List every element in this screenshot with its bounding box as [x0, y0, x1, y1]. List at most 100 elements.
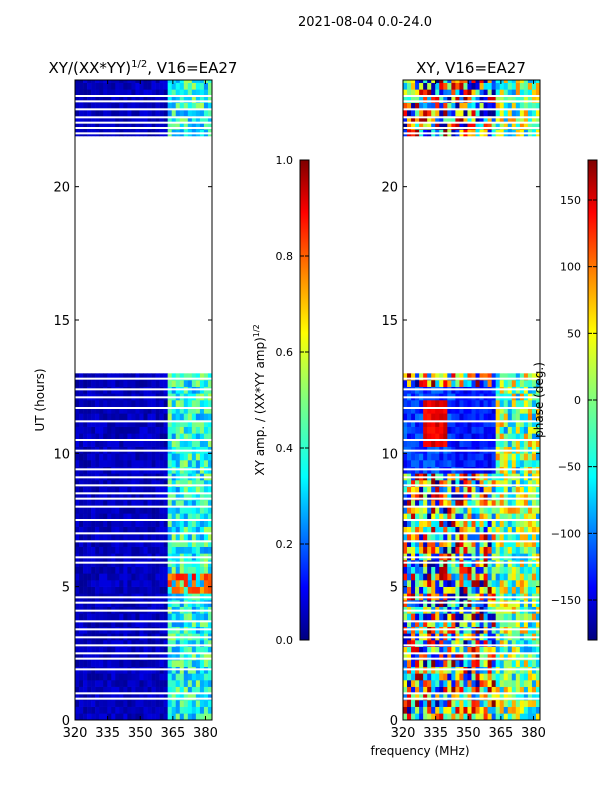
heatmap-cell — [451, 620, 456, 627]
heatmap-cell — [427, 660, 432, 667]
heatmap-cell — [403, 486, 408, 494]
heatmap-cell — [479, 109, 484, 117]
heatmap-cell — [491, 580, 496, 587]
heatmap-cell — [415, 506, 420, 514]
heatmap-cell — [79, 573, 84, 581]
heatmap-cell — [115, 620, 120, 627]
heatmap-cell — [91, 80, 96, 83]
flagged-row — [75, 505, 212, 508]
heatmap-cell — [475, 433, 480, 441]
heatmap-cell — [515, 573, 521, 581]
heatmap-cell — [179, 673, 185, 681]
heatmap-cell — [511, 533, 517, 541]
heatmap-cell — [159, 406, 164, 414]
heatmap-cell — [167, 426, 173, 434]
heatmap-cell — [403, 440, 408, 447]
heatmap-cell — [431, 82, 436, 90]
heatmap-cell — [127, 109, 132, 117]
heatmap-cell — [147, 653, 152, 661]
heatmap-cell — [95, 640, 100, 647]
heatmap-cell — [427, 440, 432, 447]
heatmap-cell — [91, 506, 96, 514]
heatmap-cell — [475, 373, 480, 381]
heatmap-cell — [507, 493, 513, 501]
heatmap-cell — [507, 673, 513, 681]
heatmap-cell — [139, 89, 144, 97]
heatmap-cell — [199, 109, 205, 117]
heatmap-cell — [487, 406, 492, 414]
heatmap-cell — [431, 500, 436, 507]
heatmap-cell — [75, 406, 80, 414]
heatmap-cell — [83, 526, 88, 534]
heatmap-cell — [147, 706, 152, 714]
heatmap-cell — [455, 486, 460, 494]
flagged-row — [403, 132, 540, 135]
heatmap-cell — [163, 546, 168, 554]
heatmap-cell — [535, 400, 540, 407]
heatmap-cell — [155, 520, 160, 527]
heatmap-cell — [171, 80, 177, 83]
heatmap-cell — [91, 486, 96, 494]
heatmap-cell — [119, 500, 124, 507]
heatmap-cell — [171, 406, 177, 414]
flagged-row — [403, 388, 540, 391]
heatmap-cell — [171, 660, 177, 667]
heatmap-cell — [515, 686, 521, 694]
heatmap-cell — [443, 486, 448, 494]
heatmap-cell — [479, 673, 484, 681]
heatmap-cell — [411, 116, 416, 123]
heatmap-cell — [407, 540, 412, 547]
heatmap-cell — [439, 653, 444, 661]
heatmap-cell — [123, 96, 128, 103]
heatmap-cell — [531, 526, 537, 534]
heatmap-cell — [435, 613, 440, 621]
heatmap-cell — [447, 520, 452, 527]
heatmap-cell — [79, 460, 84, 467]
heatmap-cell — [523, 89, 529, 97]
heatmap-cell — [407, 440, 412, 447]
heatmap-cell — [511, 420, 517, 427]
heatmap-cell — [171, 573, 177, 581]
heatmap-cell — [199, 540, 205, 547]
heatmap-cell — [427, 640, 432, 647]
heatmap-cell — [435, 373, 440, 381]
heatmap-cell — [431, 116, 436, 123]
heatmap-cell — [203, 620, 209, 627]
heatmap-cell — [507, 580, 513, 587]
heatmap-cell — [119, 109, 124, 117]
heatmap-cell — [507, 586, 513, 594]
heatmap-cell — [183, 620, 189, 627]
heatmap-cell — [179, 413, 185, 421]
heatmap-cell — [103, 453, 108, 461]
heatmap-cell — [123, 420, 128, 427]
heatmap-cell — [463, 80, 468, 83]
heatmap-cell — [439, 526, 444, 534]
heatmap-cell — [455, 640, 460, 647]
heatmap-cell — [75, 413, 80, 421]
heatmap-cell — [99, 440, 104, 447]
heatmap-cell — [151, 373, 156, 381]
heatmap-cell — [187, 700, 193, 707]
heatmap-cell — [503, 613, 509, 621]
heatmap-cell — [115, 640, 120, 647]
heatmap-cell — [203, 540, 209, 547]
heatmap-cell — [131, 546, 136, 554]
heatmap-cell — [207, 540, 212, 547]
heatmap-cell — [455, 700, 460, 707]
heatmap-cell — [419, 540, 424, 547]
heatmap-cell — [415, 526, 420, 534]
heatmap-cell — [119, 380, 124, 387]
heatmap-cell — [191, 373, 197, 381]
heatmap-cell — [171, 109, 177, 117]
flagged-row — [403, 636, 540, 639]
heatmap-cell — [127, 573, 132, 581]
heatmap-cell — [139, 706, 144, 714]
heatmap-cell — [143, 700, 148, 707]
heatmap-cell — [171, 640, 177, 647]
left-colorbar: 0.00.20.40.60.81.0 XY amp. / (XX*YY amp)… — [252, 154, 310, 647]
heatmap-cell — [75, 400, 80, 407]
heatmap-cell — [183, 700, 189, 707]
heatmap-cell — [127, 122, 132, 130]
heatmap-cell — [471, 706, 476, 714]
flagged-row — [75, 396, 212, 399]
